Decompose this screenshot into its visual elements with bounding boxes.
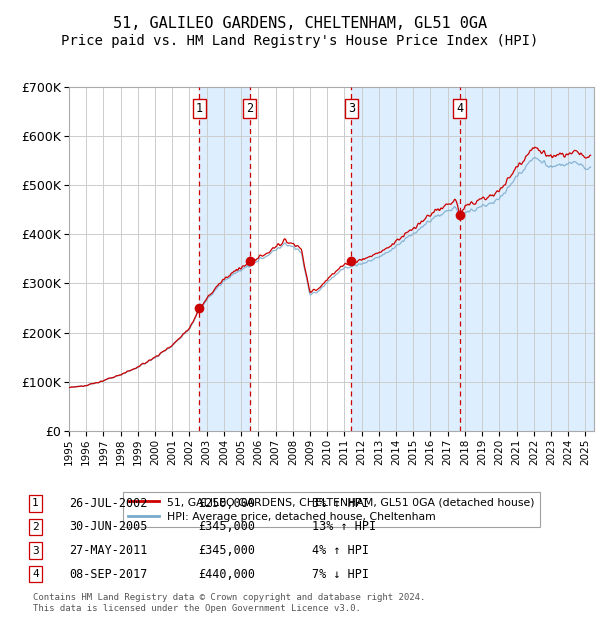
Text: 2: 2 [32,522,39,532]
Bar [199,87,250,431]
Text: 7% ↓ HPI: 7% ↓ HPI [312,568,369,580]
Text: 30-JUN-2005: 30-JUN-2005 [69,521,148,533]
Text: 08-SEP-2017: 08-SEP-2017 [69,568,148,580]
Text: 4% ↑ HPI: 4% ↑ HPI [312,544,369,557]
Text: Contains HM Land Registry data © Crown copyright and database right 2024.
This d: Contains HM Land Registry data © Crown c… [33,593,425,613]
Bar [352,87,460,431]
Bar [460,87,594,431]
Text: 26-JUL-2002: 26-JUL-2002 [69,497,148,510]
Text: 1: 1 [32,498,39,508]
Text: 3: 3 [32,546,39,556]
Text: 4: 4 [32,569,39,579]
Text: £345,000: £345,000 [198,521,255,533]
Text: £250,000: £250,000 [198,497,255,510]
Text: 1: 1 [196,102,203,115]
Text: 13% ↑ HPI: 13% ↑ HPI [312,521,376,533]
Text: 51, GALILEO GARDENS, CHELTENHAM, GL51 0GA: 51, GALILEO GARDENS, CHELTENHAM, GL51 0G… [113,16,487,30]
Text: 2: 2 [246,102,253,115]
Text: 27-MAY-2011: 27-MAY-2011 [69,544,148,557]
Text: £345,000: £345,000 [198,544,255,557]
Text: Price paid vs. HM Land Registry's House Price Index (HPI): Price paid vs. HM Land Registry's House … [61,34,539,48]
Text: £440,000: £440,000 [198,568,255,580]
Text: 4: 4 [456,102,463,115]
Legend: 51, GALILEO GARDENS, CHELTENHAM, GL51 0GA (detached house), HPI: Average price, : 51, GALILEO GARDENS, CHELTENHAM, GL51 0G… [123,492,540,527]
Text: 3: 3 [348,102,355,115]
Text: 3% ↑ HPI: 3% ↑ HPI [312,497,369,510]
